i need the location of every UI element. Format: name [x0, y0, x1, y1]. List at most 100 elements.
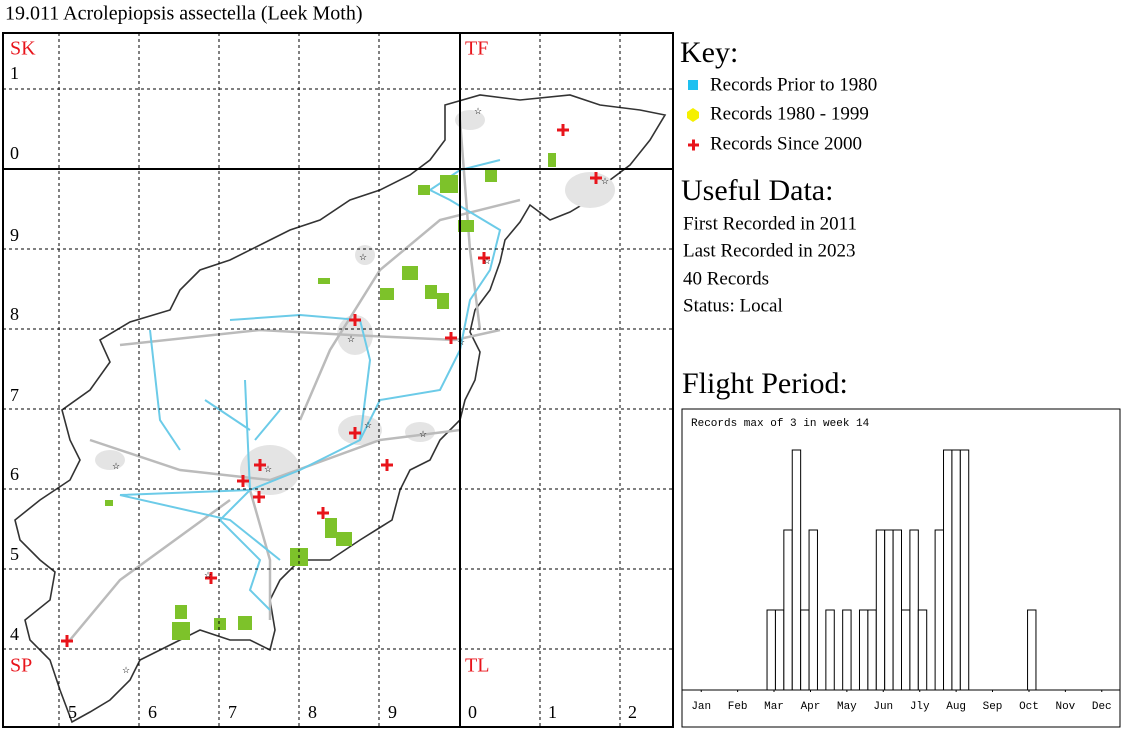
bar — [901, 609, 911, 691]
grid-row-label: 6 — [10, 464, 19, 484]
town-marker: ☆ — [364, 420, 372, 430]
record-cross — [381, 459, 393, 471]
grid-row-label: 5 — [10, 544, 19, 564]
grid-column-label: 9 — [388, 702, 397, 722]
key-cross-icon — [688, 139, 699, 151]
grid-column-label: 5 — [68, 702, 77, 722]
x-tick-label: Jan — [691, 701, 711, 713]
x-tick-label: Nov — [1055, 701, 1075, 713]
town-marker: ☆ — [419, 429, 427, 439]
town-marker: ☆ — [204, 570, 212, 580]
chart-annotation: Records max of 3 in week 14 — [691, 418, 870, 430]
page-title: 19.011 Acrolepiopsis assectella (Leek Mo… — [5, 3, 363, 25]
town-marker: ☆ — [264, 464, 272, 474]
grid-row-label: 7 — [10, 385, 19, 405]
bar — [808, 529, 818, 691]
bar — [800, 609, 810, 691]
bar — [909, 529, 919, 691]
town-marker: ☆ — [601, 176, 609, 186]
x-tick-label: Apr — [801, 701, 821, 713]
x-tick-label: Aug — [946, 701, 966, 713]
record-cross — [445, 332, 457, 344]
grid-square-label: TF — [465, 38, 488, 60]
grid-row-label: 8 — [10, 304, 19, 324]
grid-row-label: 9 — [10, 225, 19, 245]
town-marker: ☆ — [112, 461, 120, 471]
useful-data-line: First Recorded in 2011 — [683, 213, 857, 234]
x-tick-label: Feb — [728, 701, 748, 713]
x-tick-label: Sep — [983, 701, 1003, 713]
woodland — [105, 153, 556, 640]
key-hexagon-icon — [687, 108, 699, 122]
useful-data-title: Useful Data: — [681, 174, 833, 207]
key-square-icon — [688, 80, 698, 90]
bar — [791, 449, 802, 691]
x-tick-label: Jly — [910, 701, 930, 713]
record-cross — [349, 314, 361, 326]
grid-row-label: 4 — [10, 624, 19, 644]
x-tick-label: Dec — [1092, 701, 1112, 713]
x-tick-label: Jun — [873, 701, 893, 713]
town-marker: ☆ — [359, 252, 367, 262]
record-markers — [61, 124, 602, 647]
record-cross — [205, 572, 217, 584]
record-cross — [254, 459, 266, 471]
record-cross — [478, 252, 490, 264]
map — [2, 32, 674, 728]
bar — [884, 529, 894, 691]
grid-column-label: 2 — [628, 702, 637, 722]
x-tick-label: Oct — [1019, 701, 1039, 713]
record-cross — [237, 475, 249, 487]
bar — [1027, 609, 1037, 691]
bar — [858, 609, 869, 691]
rivers — [119, 159, 502, 611]
roads — [69, 119, 521, 641]
grid-lines — [3, 33, 673, 727]
bar — [842, 609, 852, 691]
grid-row-label: 0 — [10, 143, 19, 163]
grid-column-label: 1 — [548, 702, 557, 722]
record-cross — [317, 507, 329, 519]
bar — [774, 609, 785, 691]
useful-data-line: Last Recorded in 2023 — [683, 240, 856, 261]
bar — [943, 449, 953, 691]
bar — [917, 609, 928, 691]
bar — [934, 529, 945, 691]
town-marker: ☆ — [483, 256, 491, 266]
grid-square-label: TL — [465, 655, 489, 677]
bar — [959, 449, 970, 691]
record-cross — [253, 491, 265, 503]
grid-column-label: 6 — [148, 702, 157, 722]
bar — [766, 609, 776, 691]
bar — [825, 609, 835, 691]
record-cross — [557, 124, 569, 136]
town-marker: ☆ — [122, 665, 130, 675]
grid-row-label: 1 — [10, 63, 19, 83]
bar — [867, 609, 877, 691]
record-cross — [61, 635, 73, 647]
useful-data-line: Status: Local — [683, 295, 783, 316]
bar — [951, 449, 961, 691]
town-marker: ☆ — [474, 106, 482, 116]
key-item: Records Since 2000 — [710, 133, 862, 154]
key-title: Key: — [680, 36, 738, 69]
grid-column-label: 8 — [308, 702, 317, 722]
town-marker: ☆ — [457, 337, 465, 347]
x-tick-label: May — [837, 701, 857, 713]
grid-square-borders — [2, 32, 674, 728]
record-cross — [349, 427, 361, 439]
grid-column-label: 7 — [228, 702, 237, 722]
useful-data-line: 40 Records — [683, 268, 769, 289]
grid-square-label: SP — [10, 655, 32, 677]
x-tick-label: Mar — [764, 701, 784, 713]
key-item: Records Prior to 1980 — [710, 74, 877, 95]
bar — [783, 529, 793, 691]
bar — [875, 529, 886, 691]
chart-title: Flight Period: — [682, 367, 848, 400]
record-cross — [590, 172, 602, 184]
grid-column-label: 0 — [468, 702, 477, 722]
grid-square-label: SK — [10, 38, 36, 60]
key-item: Records 1980 - 1999 — [710, 103, 869, 124]
town-marker: ☆ — [347, 334, 355, 344]
